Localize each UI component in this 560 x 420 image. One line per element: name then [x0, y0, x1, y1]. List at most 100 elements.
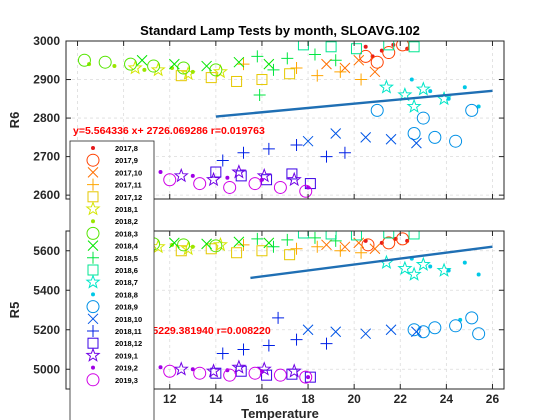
data-point: [142, 67, 147, 72]
data-point: [209, 239, 223, 253]
legend-label: 2018,4: [115, 242, 139, 251]
data-point: [385, 324, 397, 336]
y-tick-label: 2800: [33, 111, 60, 125]
data-point: [205, 363, 222, 378]
data-point: [150, 61, 166, 77]
data-point: [231, 247, 243, 259]
data-point: [383, 231, 395, 239]
data-point: [308, 48, 321, 61]
chart-title: Standard Lamp Tests by month, SLOAVG.102: [140, 23, 420, 38]
series-2018-11: [216, 139, 351, 167]
axes-box: [65, 40, 505, 200]
data-point: [311, 69, 324, 82]
data-point: [311, 240, 324, 253]
data-point: [465, 103, 479, 117]
data-point: [231, 164, 247, 179]
data-point: [361, 238, 375, 252]
data-point: [216, 347, 229, 360]
data-point: [281, 52, 294, 65]
data-point: [267, 240, 280, 253]
data-point: [201, 60, 212, 72]
data-point: [248, 177, 262, 191]
data-point: [330, 128, 342, 139]
legend-marker: [86, 226, 100, 240]
data-point: [223, 180, 237, 194]
legend-label: 2018,1: [115, 205, 138, 214]
data-point: [411, 137, 422, 149]
data-point: [190, 173, 195, 178]
series-2017-9: [361, 232, 410, 252]
panel-r6: 2600 2700 2800 2900 3000 R6 y=5.564336 x+ 2726…: [7, 34, 505, 202]
data-point: [321, 239, 332, 251]
data-point: [147, 59, 161, 73]
data-point: [124, 57, 138, 71]
data-point: [237, 343, 250, 356]
legend-marker: [85, 274, 101, 289]
data-point: [173, 167, 189, 183]
data-point: [248, 366, 262, 380]
data-point: [177, 238, 191, 252]
data-point: [158, 365, 163, 370]
data-point: [330, 326, 342, 338]
x-tick-label: 26: [486, 392, 500, 406]
data-point: [476, 272, 481, 277]
legend-entry: 2018,4: [87, 240, 139, 251]
data-point: [256, 74, 268, 86]
legend-entry: 2017,9: [86, 153, 138, 167]
series-2019-1: [173, 359, 302, 378]
data-point: [290, 139, 303, 152]
data-point: [397, 260, 413, 275]
legend-marker: [91, 292, 95, 297]
data-point: [411, 326, 422, 338]
legend-label: 2018,2: [115, 217, 138, 226]
data-point: [409, 77, 414, 82]
legend-marker: [87, 167, 99, 178]
data-point: [428, 264, 433, 269]
data-point: [360, 328, 372, 340]
y-axis-label: R5: [7, 302, 22, 319]
data-point: [256, 245, 268, 257]
legend-box: [69, 140, 155, 420]
data-point: [334, 244, 347, 257]
data-point: [359, 49, 373, 63]
data-point: [253, 88, 266, 101]
data-point: [304, 371, 316, 383]
series-2018-10: [302, 128, 422, 149]
y-tick-label: 5000: [33, 362, 60, 376]
x-tick-label: 14: [209, 392, 223, 406]
data-point: [378, 79, 394, 94]
data-point: [382, 236, 396, 250]
legend-marker: [86, 153, 100, 167]
data-point: [267, 63, 280, 76]
data-point: [325, 41, 337, 53]
data-point: [286, 171, 302, 187]
data-point: [370, 103, 384, 117]
data-point: [210, 166, 222, 178]
legend-entry: 2017,10: [87, 167, 142, 178]
data-point: [284, 68, 296, 80]
axes-box: [65, 230, 505, 390]
data-point: [385, 133, 397, 145]
data-point: [363, 44, 368, 49]
series-2019-3: [163, 364, 313, 384]
data-points: [77, 231, 486, 384]
data-point: [273, 180, 287, 194]
data-point: [339, 241, 351, 253]
data-point: [263, 237, 275, 249]
series-2017-10: [321, 54, 381, 78]
data-point: [306, 375, 311, 380]
data-point: [406, 266, 422, 281]
data-point: [281, 233, 294, 246]
data-point: [290, 333, 303, 346]
fit-line: [250, 245, 493, 280]
legend-entry: 2017,11: [87, 178, 142, 191]
data-point: [286, 168, 298, 180]
legend-label: 2018,3: [115, 229, 138, 238]
data-point: [225, 175, 230, 180]
data-point: [173, 361, 189, 376]
y-tick-label: 3000: [33, 34, 60, 48]
legend-label: 2019,1: [115, 351, 138, 360]
x-tick-label: 22: [394, 392, 408, 406]
data-point: [353, 54, 365, 66]
